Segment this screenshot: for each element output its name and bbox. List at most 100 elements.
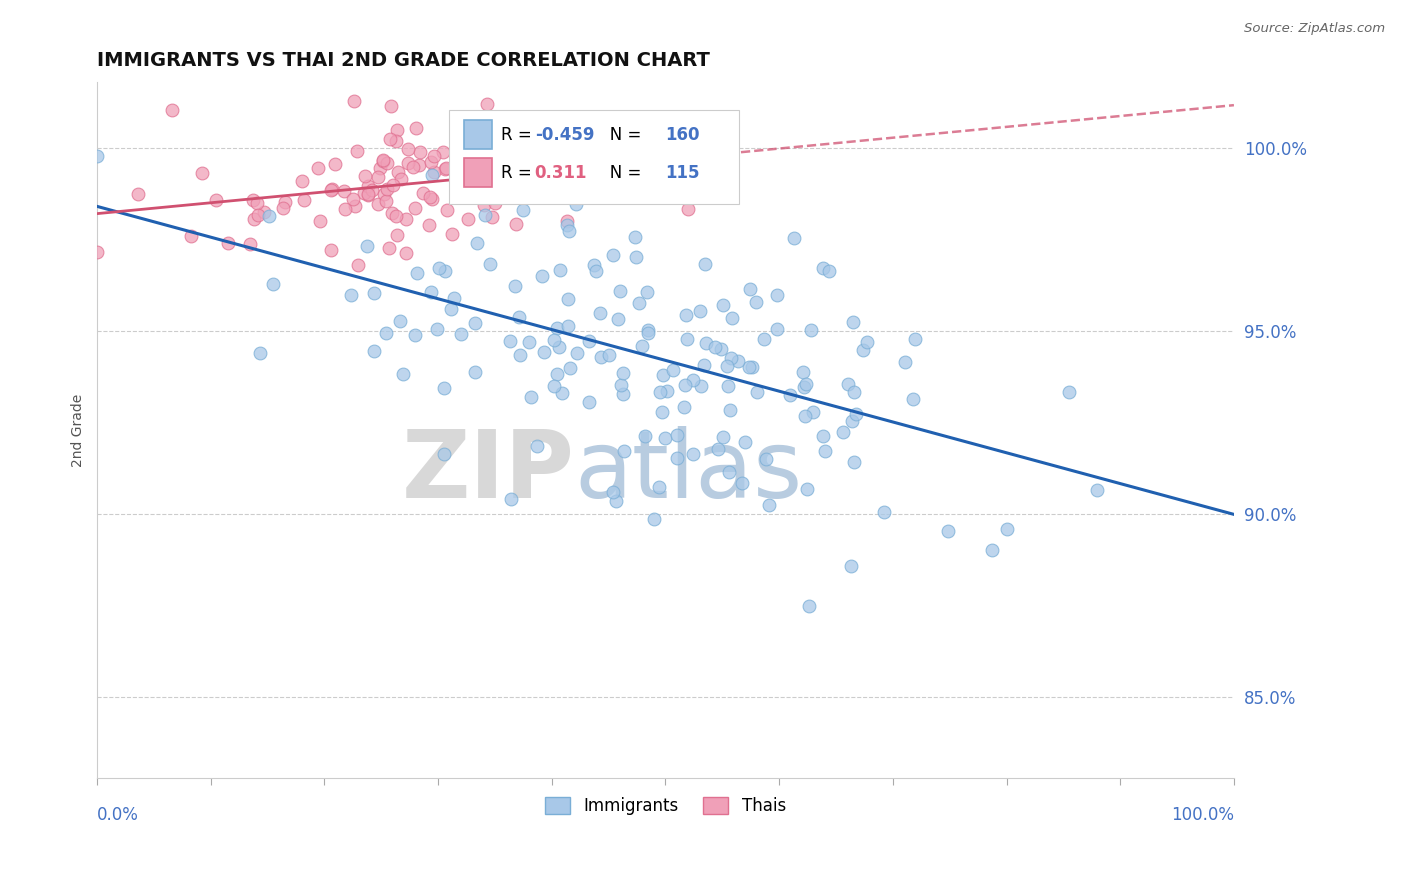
Point <box>191 166 214 180</box>
Point <box>766 288 789 302</box>
Point <box>845 407 868 421</box>
Point <box>436 202 458 217</box>
Point <box>406 266 429 280</box>
Point <box>716 378 738 392</box>
Point <box>488 170 510 185</box>
Point <box>420 168 443 182</box>
Point <box>533 171 555 186</box>
Point <box>610 377 633 392</box>
Point <box>86 149 108 163</box>
Point <box>567 345 589 359</box>
Point <box>385 122 408 136</box>
Point <box>205 193 228 207</box>
Point <box>375 182 398 196</box>
Point <box>367 196 389 211</box>
Point <box>801 405 824 419</box>
Point <box>811 429 834 443</box>
Text: 115: 115 <box>665 164 700 182</box>
Text: atlas: atlas <box>575 425 803 518</box>
Point <box>707 442 730 456</box>
Point <box>609 284 631 298</box>
Point <box>433 447 456 461</box>
Point <box>734 434 756 449</box>
Point <box>450 156 472 170</box>
Point <box>239 237 262 252</box>
Point <box>371 153 394 167</box>
Point <box>557 319 579 334</box>
Text: N =: N = <box>593 164 647 182</box>
Point <box>617 166 640 180</box>
Point <box>548 340 571 354</box>
Point <box>793 409 815 424</box>
Text: Source: ZipAtlas.com: Source: ZipAtlas.com <box>1244 22 1385 36</box>
Point <box>505 279 527 293</box>
Point <box>262 277 284 291</box>
Point <box>461 176 484 190</box>
Point <box>643 512 665 526</box>
Point <box>502 136 524 150</box>
Text: R =: R = <box>501 126 537 144</box>
Point <box>180 229 202 244</box>
Point <box>309 214 332 228</box>
Point <box>693 257 716 271</box>
Point <box>505 217 527 231</box>
Point <box>433 380 456 394</box>
Point <box>356 239 378 253</box>
Point <box>818 264 841 278</box>
Point <box>450 327 472 342</box>
Point <box>564 196 586 211</box>
Text: 100.0%: 100.0% <box>1171 805 1234 824</box>
Point <box>412 186 434 200</box>
Point <box>652 368 675 383</box>
Point <box>689 304 711 318</box>
Point <box>274 195 297 210</box>
Point <box>433 162 456 177</box>
Point <box>676 332 699 346</box>
Point <box>662 363 685 377</box>
Point <box>378 241 401 255</box>
Point <box>558 361 581 376</box>
Point <box>485 131 508 145</box>
Point <box>530 114 553 128</box>
Point <box>904 332 927 346</box>
Point <box>612 387 634 401</box>
Point <box>783 231 806 245</box>
Point <box>673 377 696 392</box>
Point <box>710 342 733 356</box>
Point <box>716 359 738 373</box>
Point <box>585 264 607 278</box>
Point <box>409 145 432 160</box>
Point <box>434 263 457 277</box>
Point <box>606 311 628 326</box>
Point <box>501 492 523 507</box>
Point <box>404 201 426 215</box>
Point <box>508 310 530 324</box>
Point <box>465 235 488 250</box>
Point <box>557 293 579 307</box>
Point <box>648 480 671 494</box>
Point <box>842 315 865 329</box>
Point <box>741 360 763 375</box>
Text: 0.0%: 0.0% <box>97 805 139 824</box>
Point <box>546 321 568 335</box>
Point <box>423 149 446 163</box>
Point <box>593 153 616 168</box>
Point <box>380 132 402 146</box>
Point <box>420 155 443 169</box>
Point <box>253 205 276 219</box>
Point <box>257 209 280 223</box>
Point <box>844 455 866 469</box>
Point <box>720 351 742 366</box>
Point <box>981 542 1004 557</box>
Point <box>713 430 735 444</box>
Point <box>1057 384 1080 399</box>
Point <box>555 218 578 232</box>
Point <box>346 145 368 159</box>
Y-axis label: 2nd Grade: 2nd Grade <box>72 393 86 467</box>
Point <box>555 213 578 227</box>
Point <box>343 199 366 213</box>
Point <box>440 227 463 241</box>
Point <box>361 184 384 198</box>
Point <box>502 173 524 187</box>
FancyBboxPatch shape <box>464 120 492 149</box>
